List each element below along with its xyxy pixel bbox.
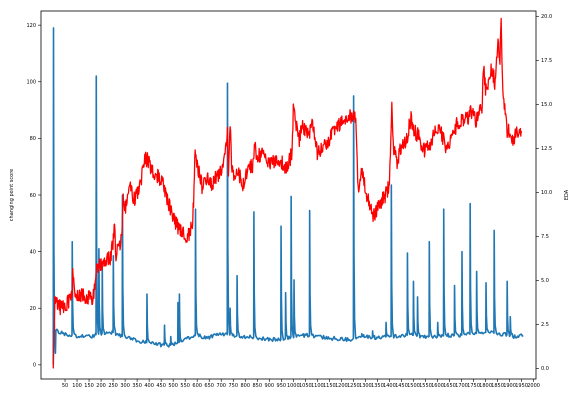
x-tick-label: 1300 — [359, 383, 372, 389]
x-tick-label: 900 — [265, 383, 275, 389]
x-tick-label: 1800 — [479, 383, 492, 389]
x-tick-label: 600 — [192, 383, 202, 389]
y-right-tick-label: 0.0 — [541, 366, 549, 372]
y-axis-left-label: changing point score — [9, 169, 15, 221]
x-tick-label: 500 — [168, 383, 178, 389]
series-layer — [52, 17, 524, 369]
y-right-tick-label: 15.0 — [541, 102, 552, 108]
y-right-tick-label: 12.5 — [541, 146, 552, 152]
x-tick-label: 650 — [204, 383, 214, 389]
y-right-tick-label: 7.5 — [541, 234, 549, 240]
x-tick-label: 1550 — [419, 383, 432, 389]
x-tick-label: 700 — [216, 383, 226, 389]
x-tick-label: 1850 — [491, 383, 504, 389]
y-left-tick-label: 120 — [26, 23, 36, 29]
x-tick-label: 1250 — [347, 383, 360, 389]
x-tick-label: 750 — [228, 383, 238, 389]
x-tick-label: 1200 — [335, 383, 348, 389]
y-right-tick-label: 20.0 — [541, 14, 552, 20]
x-tick-label: 1450 — [395, 383, 408, 389]
x-tick-label: 50 — [62, 383, 68, 389]
ticks-layer: 50 100 150 200 250 300 350 400 450 500 550 600 650 70… — [26, 14, 552, 389]
x-tick-label: 100 — [72, 383, 82, 389]
x-tick-label: 1600 — [431, 383, 444, 389]
y-axis-right-label: EDA — [564, 189, 570, 200]
x-tick-label: 400 — [144, 383, 154, 389]
x-tick-label: 200 — [96, 383, 106, 389]
x-tick-label: 1650 — [443, 383, 456, 389]
y-left-tick-label: 100 — [26, 80, 36, 86]
x-tick-label: 250 — [108, 383, 118, 389]
x-tick-label: 350 — [132, 383, 142, 389]
x-tick-label: 300 — [120, 383, 130, 389]
x-tick-label: 850 — [252, 383, 262, 389]
x-tick-label: 150 — [84, 383, 94, 389]
x-tick-label: 1750 — [467, 383, 480, 389]
y-left-tick-label: 60 — [30, 193, 36, 199]
y-left-tick-label: 20 — [30, 306, 36, 312]
x-tick-label: 1900 — [503, 383, 516, 389]
x-tick-label: 1050 — [299, 383, 312, 389]
series-line-changing-point-score — [52, 27, 524, 365]
x-tick-label: 550 — [180, 383, 190, 389]
series-line-eda — [52, 17, 523, 369]
x-tick-label: 450 — [156, 383, 166, 389]
y-left-tick-label: 40 — [30, 249, 36, 255]
y-right-tick-label: 10.0 — [541, 190, 552, 196]
x-tick-label: 950 — [277, 383, 287, 389]
x-tick-label: 2000 — [527, 383, 540, 389]
x-tick-label: 1350 — [371, 383, 384, 389]
x-tick-label: 1000 — [287, 383, 300, 389]
x-tick-label: 1400 — [383, 383, 396, 389]
x-tick-label: 1150 — [323, 383, 336, 389]
y-right-tick-label: 5.0 — [541, 278, 549, 284]
x-tick-label: 1950 — [515, 383, 528, 389]
x-tick-label: 800 — [240, 383, 250, 389]
y-right-tick-label: 2.5 — [541, 322, 549, 328]
y-left-tick-label: 0 — [33, 363, 36, 369]
x-tick-label: 1500 — [407, 383, 420, 389]
x-tick-label: 1100 — [311, 383, 324, 389]
y-left-tick-label: 80 — [30, 136, 36, 142]
y-right-tick-label: 17.5 — [541, 58, 552, 64]
plot-frame — [40, 10, 537, 380]
x-tick-label: 1700 — [455, 383, 468, 389]
